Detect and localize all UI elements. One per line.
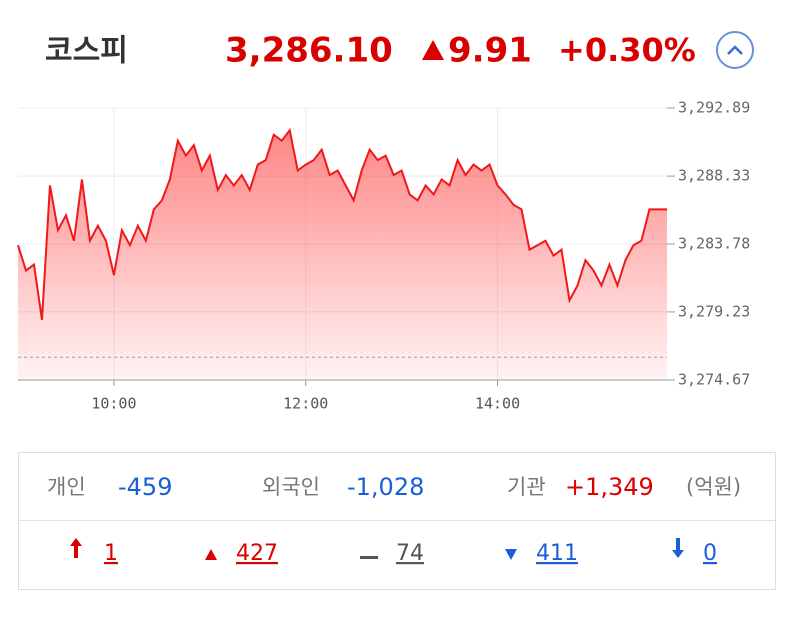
breadth-icon bbox=[70, 538, 82, 558]
unit: (억원) bbox=[686, 475, 741, 499]
investor-value: +1,349 bbox=[565, 473, 654, 501]
price-line bbox=[17, 127, 667, 320]
chart: 3,274.67 3,279.23 3,283.78 3,288.33 3,292.89… bbox=[17, 99, 750, 413]
investor-value: -459 bbox=[118, 473, 172, 501]
investor-label: 외국인 bbox=[262, 475, 320, 499]
y-tick-label: 3,274.67 bbox=[678, 371, 750, 389]
investor-label: 개인 bbox=[47, 475, 86, 499]
y-tick-label: 3,292.89 bbox=[678, 99, 750, 117]
investor-label: 기관 bbox=[507, 475, 546, 499]
y-tick-label: 3,283.78 bbox=[678, 235, 750, 253]
x-tick-label: 12:00 bbox=[283, 395, 328, 413]
collapse-button[interactable] bbox=[716, 31, 754, 69]
breadth-icon bbox=[505, 549, 517, 560]
stats: 개인 -459 외국인 -1,028 기관 +1,349 (억원) 1 427 74 411 0 bbox=[47, 473, 741, 566]
investor-value: -1,028 bbox=[347, 473, 424, 501]
index-name: 코스피 bbox=[45, 34, 128, 69]
x-tick-label: 14:00 bbox=[475, 395, 520, 413]
y-tick-label: 3,288.33 bbox=[678, 167, 750, 185]
price: 3,286.10 bbox=[225, 31, 393, 71]
breadth-count[interactable]: 411 bbox=[536, 541, 578, 566]
breadth-icon bbox=[672, 538, 684, 558]
change-rate: +0.30% bbox=[558, 31, 696, 69]
x-tick-label: 10:00 bbox=[91, 395, 136, 413]
breadth-icon bbox=[205, 549, 217, 560]
breadth-count[interactable]: 74 bbox=[396, 541, 424, 566]
change: 9.91 bbox=[448, 31, 532, 71]
area bbox=[18, 130, 667, 380]
breadth-icon bbox=[360, 556, 378, 559]
breadth-count[interactable]: 0 bbox=[703, 541, 717, 566]
y-tick-label: 3,279.23 bbox=[678, 302, 750, 320]
up-icon bbox=[422, 40, 444, 60]
breadth-count[interactable]: 1 bbox=[104, 541, 118, 566]
breadth-count[interactable]: 427 bbox=[236, 541, 278, 566]
